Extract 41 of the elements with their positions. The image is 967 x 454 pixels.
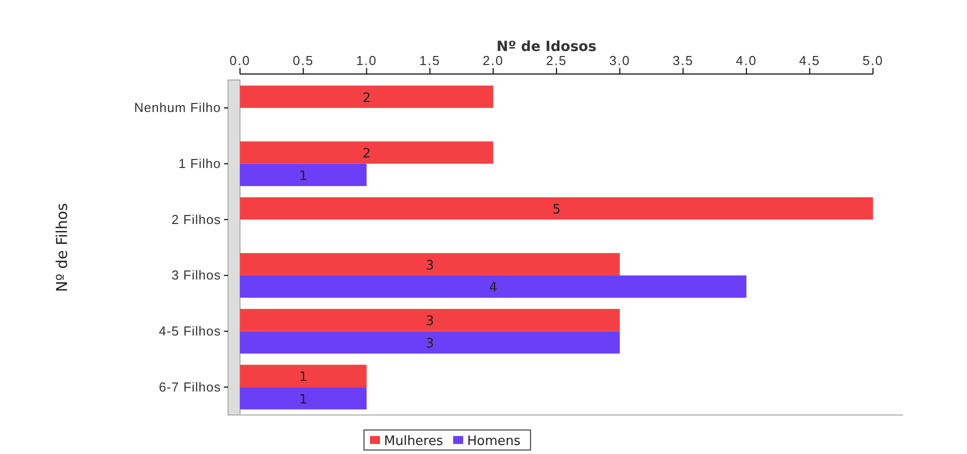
y-tick-label: 4-5 Filhos (158, 323, 221, 338)
data-label: 2 (362, 90, 371, 106)
bar (240, 387, 367, 410)
y-tick-label: 3 Filhos (171, 268, 221, 283)
y-axis-title: Nº de Filhos (53, 202, 71, 292)
data-label: 4 (489, 280, 498, 296)
x-tick-label: 4.0 (736, 53, 757, 68)
x-tick-label: 1.0 (356, 53, 378, 68)
bar (240, 141, 494, 164)
y-tick-label: Nenhum Filho (134, 100, 221, 116)
x-tick-label: 5.0 (862, 53, 884, 68)
data-label: 3 (426, 258, 434, 274)
bar (240, 308, 620, 332)
x-tick-label: 2.5 (546, 53, 568, 68)
data-label: 1 (299, 370, 308, 385)
x-tick-label: 4.5 (799, 53, 820, 68)
x-tick-label: 3.5 (672, 53, 694, 68)
x-tick-label: 1.5 (419, 53, 440, 68)
x-tick-label: 0.0 (229, 53, 251, 68)
x-tick-label: 3.0 (609, 53, 630, 68)
y-tick-label: 1 Filho (178, 156, 221, 171)
bar (240, 164, 367, 186)
data-label: 3 (426, 336, 434, 352)
data-label: 3 (426, 314, 434, 330)
data-label: 2 (362, 146, 371, 162)
bar (240, 275, 746, 298)
data-label: 1 (299, 168, 308, 184)
bar (240, 364, 367, 388)
x-tick-label: 2.0 (482, 53, 504, 68)
data-label: 5 (552, 202, 561, 218)
bar (240, 331, 620, 354)
y-tick-label: 6-7 Filhos (158, 379, 221, 394)
y-tick-label: 2 Filhos (171, 212, 221, 227)
x-tick-label: 0.5 (292, 53, 314, 68)
legend-label: Mulheres (384, 434, 444, 449)
bar (240, 86, 494, 108)
legend-label: Homens (467, 434, 521, 449)
bar (240, 197, 873, 220)
x-axis-title: Nº de Idosos (496, 39, 597, 55)
data-label: 1 (299, 392, 308, 408)
bar (240, 253, 620, 276)
